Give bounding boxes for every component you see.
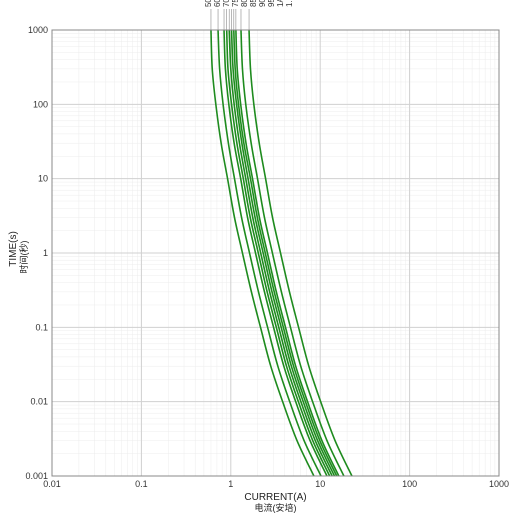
series-label: 700mA <box>222 0 231 7</box>
series-label: 1A <box>276 0 285 7</box>
y-tick: 0.1 <box>35 322 48 332</box>
y-tick: 10 <box>38 174 48 184</box>
x-tick: 0.1 <box>135 479 148 489</box>
y-tick: 1 <box>43 248 48 258</box>
y-tick: 0.01 <box>30 397 48 407</box>
x-tick: 10 <box>315 479 325 489</box>
y-tick: 1000 <box>28 25 48 35</box>
y-tick: 100 <box>33 99 48 109</box>
time-current-chart: 0.010.111010010000.0010.010.11101001000C… <box>0 0 513 516</box>
series-label: 500mA <box>204 0 213 7</box>
series-label: 1.25A <box>285 0 294 7</box>
y-axis-label-cn: 时间(秒) <box>18 241 29 274</box>
y-axis-label-en: TIME(s) <box>8 231 19 267</box>
series-label: 600mA <box>213 0 222 7</box>
x-tick: 1 <box>228 479 233 489</box>
series-label: 950mA <box>267 0 276 7</box>
series-label: 900mA <box>258 0 267 7</box>
series-label: 800mA <box>240 0 249 7</box>
series-label: 850mA <box>249 0 258 7</box>
x-tick: 100 <box>402 479 417 489</box>
y-tick: 0.001 <box>25 471 48 481</box>
x-tick: 1000 <box>489 479 509 489</box>
x-axis-label-cn: 电流(安培) <box>255 502 297 513</box>
series-label: 750mA <box>231 0 240 7</box>
x-axis-label-en: CURRENT(A) <box>244 492 306 503</box>
